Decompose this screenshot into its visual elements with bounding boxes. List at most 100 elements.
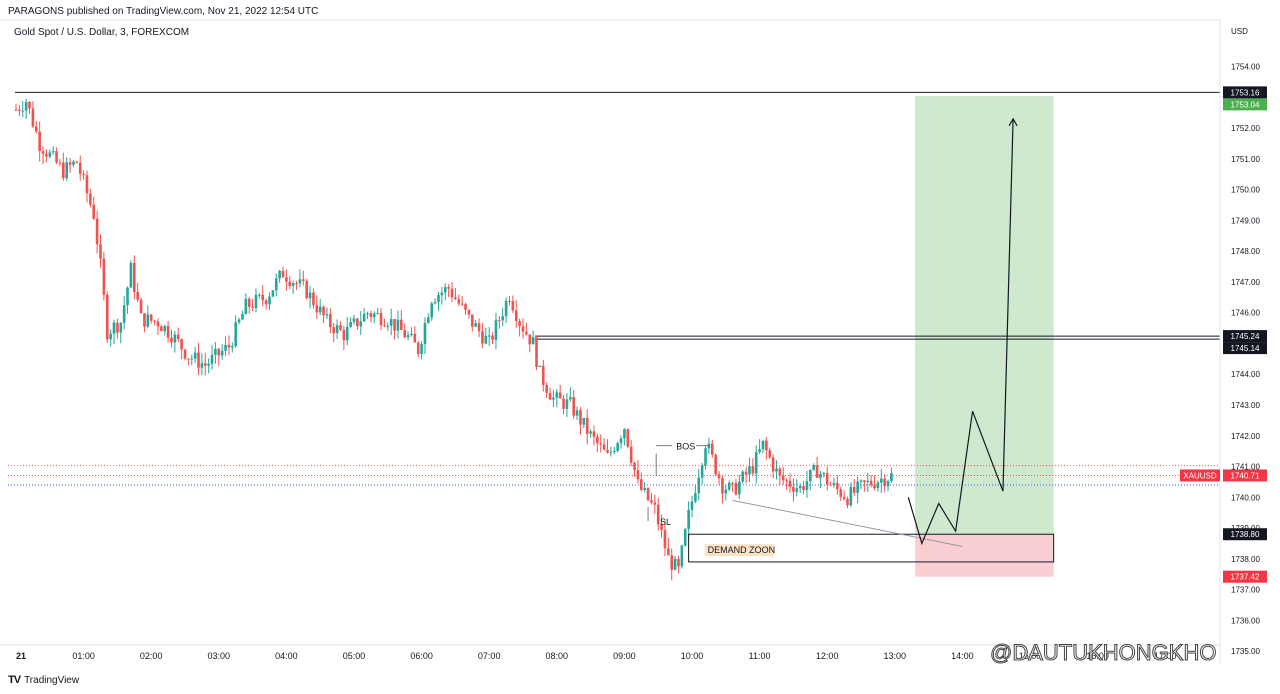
candle-body xyxy=(792,486,795,492)
candle-body xyxy=(572,397,575,416)
candle-body xyxy=(819,473,822,478)
candle-body xyxy=(477,323,481,332)
price-label: 1745.14 xyxy=(1231,344,1260,353)
position-zones xyxy=(915,96,1054,577)
target-zone[interactable] xyxy=(915,96,1054,535)
candle-body xyxy=(653,502,657,505)
candle-body xyxy=(105,294,109,340)
candle-body xyxy=(288,281,292,286)
candle-body xyxy=(234,322,237,347)
currency-label: USD xyxy=(1231,27,1248,36)
candle-body xyxy=(193,352,197,359)
candle-body xyxy=(237,319,241,323)
candle-body xyxy=(521,326,525,332)
candle-body xyxy=(241,314,244,320)
candle-body xyxy=(822,472,826,474)
x-tick-label: 12:00 xyxy=(816,651,839,661)
candle-body xyxy=(48,152,52,157)
symbol-tag-bg xyxy=(1180,469,1220,482)
candle-body xyxy=(724,489,728,494)
candle-body xyxy=(751,466,755,474)
price-label-bg xyxy=(1223,342,1267,355)
candle-body xyxy=(31,108,35,127)
candle-body xyxy=(710,443,714,455)
price-label-bg xyxy=(1223,570,1267,583)
candle-body xyxy=(717,474,721,479)
price-labels: 1753.16 1753.04 1745.24 1745.14 1740.71 1738.… xyxy=(1180,86,1267,583)
y-tick-label: 1736.00 xyxy=(1231,616,1260,625)
watermark-text: @DAUTUKHONGKHO xyxy=(989,640,1217,666)
candle-body xyxy=(146,314,150,327)
candles xyxy=(14,98,893,581)
candle-body xyxy=(356,318,359,327)
candle-body xyxy=(656,504,660,525)
candle-body xyxy=(119,322,123,333)
y-tick-label: 1749.00 xyxy=(1231,216,1260,225)
candle-body xyxy=(325,314,329,316)
candle-body xyxy=(616,443,619,451)
x-tick-label: 04:00 xyxy=(275,651,298,661)
candle-body xyxy=(866,480,870,483)
y-tick-label: 1752.00 xyxy=(1231,124,1260,133)
candle-body xyxy=(143,313,146,327)
candle-body xyxy=(220,350,224,356)
candle-body xyxy=(886,481,890,487)
candle-body xyxy=(575,410,579,416)
bos-label: BOS xyxy=(676,442,695,452)
projection-path[interactable] xyxy=(907,118,1014,546)
candle-body xyxy=(798,486,802,489)
candle-body xyxy=(596,436,599,444)
candle-body xyxy=(51,151,55,153)
candle-body xyxy=(372,313,376,317)
candle-body xyxy=(673,558,677,570)
candle-body xyxy=(832,482,836,486)
y-tick-label: 1748.00 xyxy=(1231,247,1260,256)
candle-body xyxy=(14,109,18,111)
candle-body xyxy=(116,322,119,333)
candle-body xyxy=(761,440,765,450)
candle-body xyxy=(258,294,261,296)
candle-body xyxy=(362,313,366,322)
candle-body xyxy=(859,480,863,482)
candle-body xyxy=(315,305,319,313)
candle-body xyxy=(305,280,308,299)
candle-body xyxy=(21,110,25,112)
candle-body xyxy=(511,301,515,311)
candle-body xyxy=(619,438,623,444)
candle-body xyxy=(406,335,410,338)
candle-body xyxy=(788,480,792,487)
stop-loss-zone[interactable] xyxy=(915,534,1054,577)
candle-body xyxy=(18,109,21,111)
candle-body xyxy=(129,262,133,288)
x-tick-label: 11:00 xyxy=(749,651,771,661)
candle-body xyxy=(332,327,336,334)
candle-body xyxy=(508,300,511,302)
candle-body xyxy=(285,277,288,282)
candle-body xyxy=(592,431,596,437)
candle-body xyxy=(38,131,41,152)
x-tick-label: 21 xyxy=(16,651,26,661)
x-tick-label: 02:00 xyxy=(140,651,163,661)
candle-body xyxy=(494,320,498,340)
candle-body xyxy=(254,295,258,308)
price-label-bg xyxy=(1223,528,1267,541)
candle-body xyxy=(366,313,369,315)
candle-body xyxy=(457,299,461,304)
candle-body xyxy=(805,481,809,490)
candle-body xyxy=(589,431,592,434)
price-label: 1753.04 xyxy=(1231,100,1260,109)
candle-body xyxy=(471,314,474,327)
candle-body xyxy=(484,335,488,344)
candle-body xyxy=(721,478,724,494)
demand-zone-label-bg xyxy=(704,544,775,557)
candle-body xyxy=(28,101,31,109)
y-tick-label: 1742.00 xyxy=(1231,432,1260,441)
candle-body xyxy=(660,524,663,530)
candle-body xyxy=(295,283,298,285)
candle-body xyxy=(623,429,626,439)
candle-body xyxy=(863,480,866,483)
demand-zone-box[interactable] xyxy=(688,533,1055,563)
candle-body xyxy=(765,440,768,451)
footer-brand[interactable]: TV TradingView xyxy=(8,674,79,686)
